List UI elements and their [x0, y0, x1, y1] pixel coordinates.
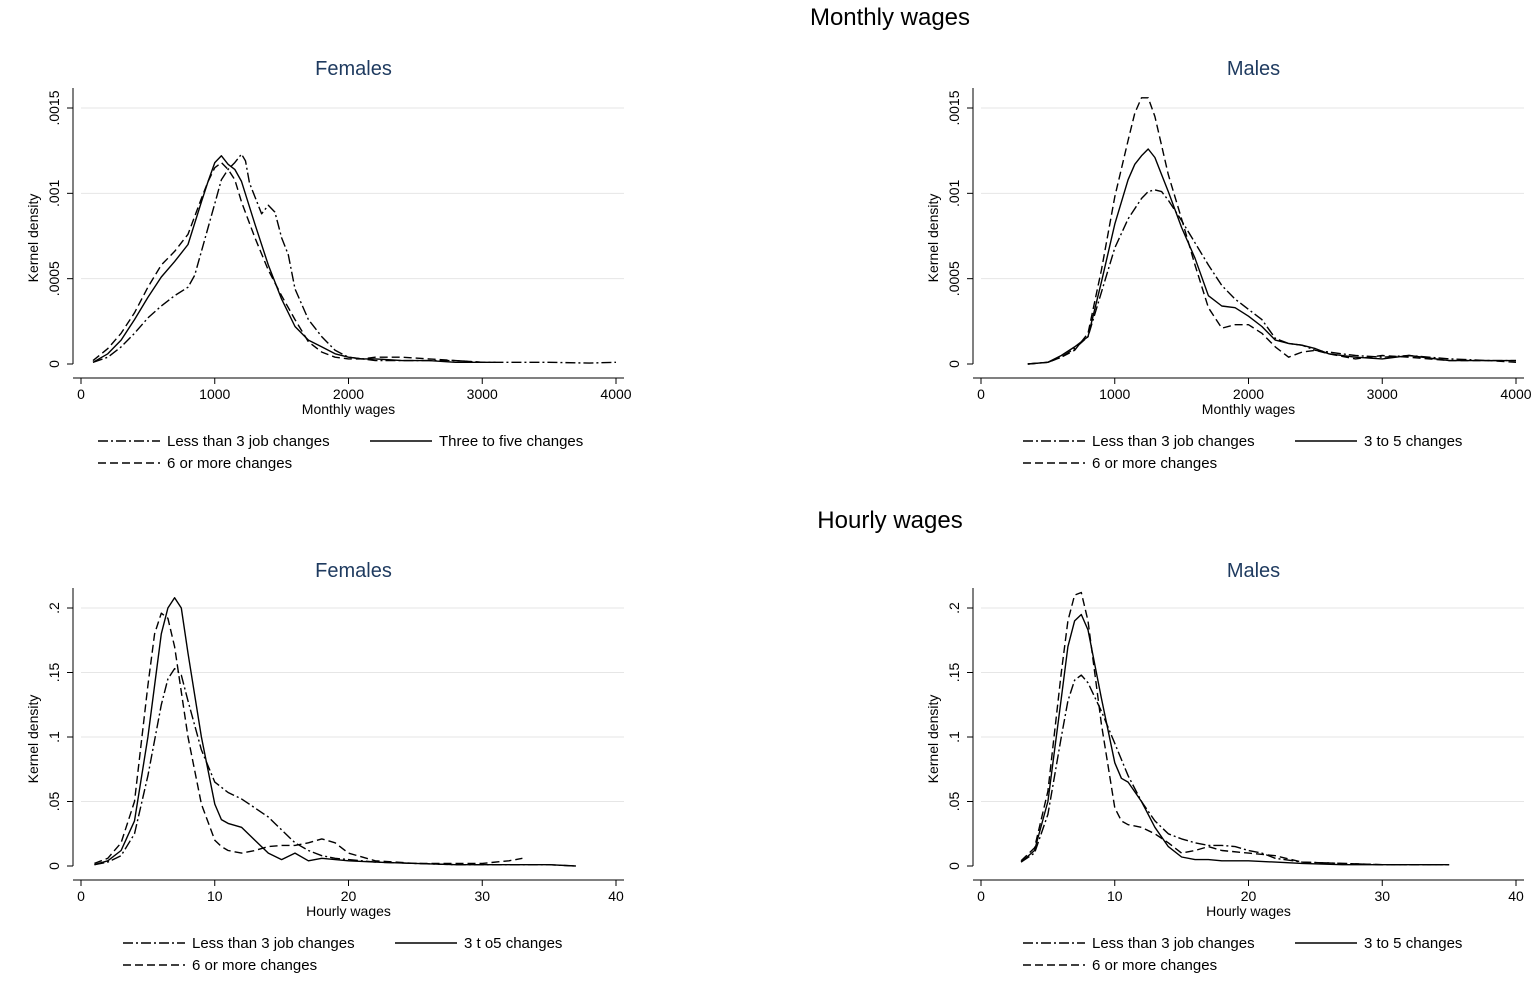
x-tick-label: 0	[977, 888, 985, 904]
x-tick-label: 3000	[1367, 386, 1398, 402]
section-title-hourly: Hourly wages	[817, 507, 963, 534]
series-line-6-or-more-changes	[1020, 591, 1450, 866]
legend-label: 6 or more changes	[167, 455, 292, 472]
x-axis-label: Hourly wages	[306, 903, 391, 919]
y-tick-label: .2	[946, 602, 962, 614]
y-axis-label: Kernel density	[25, 194, 41, 283]
y-axis-label: Kernel density	[925, 194, 941, 283]
y-tick-label: .001	[46, 179, 62, 206]
y-axis-label: Kernel density	[25, 695, 41, 784]
x-tick-label: 40	[608, 888, 624, 904]
panel-title: Males	[1227, 58, 1280, 80]
legend-item: 6 or more changes	[123, 957, 317, 974]
legend-item: 6 or more changes	[98, 455, 292, 472]
panel-title: Males	[1227, 560, 1280, 582]
legend-item: Less than 3 job changes	[123, 935, 355, 952]
y-tick-label: .0015	[946, 90, 962, 125]
legend-label: Less than 3 job changes	[167, 433, 330, 450]
x-tick-label: 0	[77, 888, 85, 904]
series-line-3-to-5-changes	[1027, 148, 1516, 365]
legend-item: 3 to 5 changes	[1295, 433, 1462, 450]
panel-title: Females	[315, 58, 392, 80]
y-tick-label: .0005	[946, 261, 962, 296]
legend-label: Less than 3 job changes	[1092, 433, 1255, 450]
x-tick-label: 4000	[600, 386, 631, 402]
chart-hourly-females: Females 0 .05 .1 .15 .2 0 10 20 30 40 Hourly wages K…	[25, 560, 624, 974]
y-tick-label: 0	[46, 862, 62, 870]
x-tick-label: 4000	[1500, 386, 1531, 402]
chart-hourly-males: Males 0 .05 .1 .15 .2 0 10 20 30 40 Hourly wages Ker…	[925, 560, 1524, 974]
chart-monthly-females: Females 0 .0005 .001 .0015 0 1000 2000 3000 4000 M…	[25, 58, 632, 472]
legend-label: 6 or more changes	[192, 957, 317, 974]
x-axis-label: Monthly wages	[1202, 401, 1295, 417]
x-tick-label: 20	[1241, 888, 1257, 904]
x-axis-label: Monthly wages	[302, 401, 395, 417]
x-tick-label: 0	[77, 386, 85, 402]
y-tick-label: 0	[46, 360, 62, 368]
legend-label: Less than 3 job changes	[1092, 935, 1255, 952]
x-tick-label: 20	[341, 888, 357, 904]
chart-panel-hourly-males: Males 0 .05 .1 .15 .2 0 10 20 30 40 Hourly wages Ker…	[908, 540, 1538, 1001]
series-line-3-to-5-changes	[1020, 613, 1450, 866]
x-tick-label: 30	[474, 888, 490, 904]
panel-title: Females	[315, 560, 392, 582]
legend-label: 3 to 5 changes	[1364, 935, 1462, 952]
legend-item: Less than 3 job changes	[98, 433, 330, 450]
series-line-6-or-more-changes	[1027, 97, 1517, 365]
section-title-monthly: Monthly wages	[809, 4, 971, 31]
y-tick-label: 0	[946, 862, 962, 870]
x-tick-label: 2000	[333, 386, 364, 402]
legend-label: 6 or more changes	[1092, 455, 1217, 472]
legend-label: 3 t o5 changes	[464, 935, 562, 952]
series-line-less-than-3-job-changes	[94, 667, 576, 867]
chart-panel-monthly-females: Females 0 .0005 .001 .0015 0 1000 2000 3000 4000 M…	[8, 38, 642, 500]
y-tick-label: .1	[946, 731, 962, 743]
legend-label: Three to five changes	[439, 433, 583, 450]
x-tick-label: 1000	[1099, 386, 1130, 402]
chart-panel-hourly-females: Females 0 .05 .1 .15 .2 0 10 20 30 40 Hourly wages K…	[8, 540, 642, 1001]
legend-label: 3 to 5 changes	[1364, 433, 1462, 450]
x-axis-label: Hourly wages	[1206, 903, 1291, 919]
legend-item: 3 t o5 changes	[395, 935, 562, 952]
x-tick-label: 10	[1107, 888, 1123, 904]
x-tick-label: 1000	[199, 386, 230, 402]
y-tick-label: 0	[946, 360, 962, 368]
x-tick-label: 3000	[467, 386, 498, 402]
y-tick-label: .0015	[46, 90, 62, 125]
y-tick-label: .05	[46, 792, 62, 812]
series-line-less-than-3-job-changes	[1020, 674, 1450, 866]
series-line-less-than-3-job-changes	[1027, 189, 1516, 365]
legend-item: 6 or more changes	[1023, 455, 1217, 472]
legend-item: 3 to 5 changes	[1295, 935, 1462, 952]
x-tick-label: 40	[1508, 888, 1524, 904]
y-tick-label: .05	[946, 792, 962, 812]
x-tick-label: 2000	[1233, 386, 1264, 402]
y-tick-label: .15	[46, 663, 62, 683]
legend-label: 6 or more changes	[1092, 957, 1217, 974]
y-tick-label: .0005	[46, 261, 62, 296]
y-tick-label: .15	[946, 663, 962, 683]
y-tick-label: .001	[946, 179, 962, 206]
legend-label: Less than 3 job changes	[192, 935, 355, 952]
y-tick-label: .1	[46, 731, 62, 743]
x-tick-label: 0	[977, 386, 985, 402]
legend-item: 6 or more changes	[1023, 957, 1217, 974]
y-axis-label: Kernel density	[925, 695, 941, 784]
series-line-three-to-five-changes	[92, 155, 496, 363]
legend-item: Three to five changes	[370, 433, 583, 450]
legend-item: Less than 3 job changes	[1023, 433, 1255, 450]
chart-monthly-males: Males 0 .0005 .001 .0015 0 1000 2000 3000 4000 Mon…	[925, 58, 1532, 472]
y-tick-label: .2	[46, 602, 62, 614]
x-tick-label: 30	[1374, 888, 1390, 904]
chart-panel-monthly-males: Males 0 .0005 .001 .0015 0 1000 2000 3000 4000 Mon…	[908, 38, 1538, 500]
series-line-6-or-more-changes	[94, 612, 523, 865]
series-line-3-t-o5-changes	[94, 597, 576, 867]
series-line-6-or-more-changes	[92, 161, 483, 363]
x-tick-label: 10	[207, 888, 223, 904]
series-line-less-than-3-job-changes	[92, 153, 617, 364]
legend-item: Less than 3 job changes	[1023, 935, 1255, 952]
